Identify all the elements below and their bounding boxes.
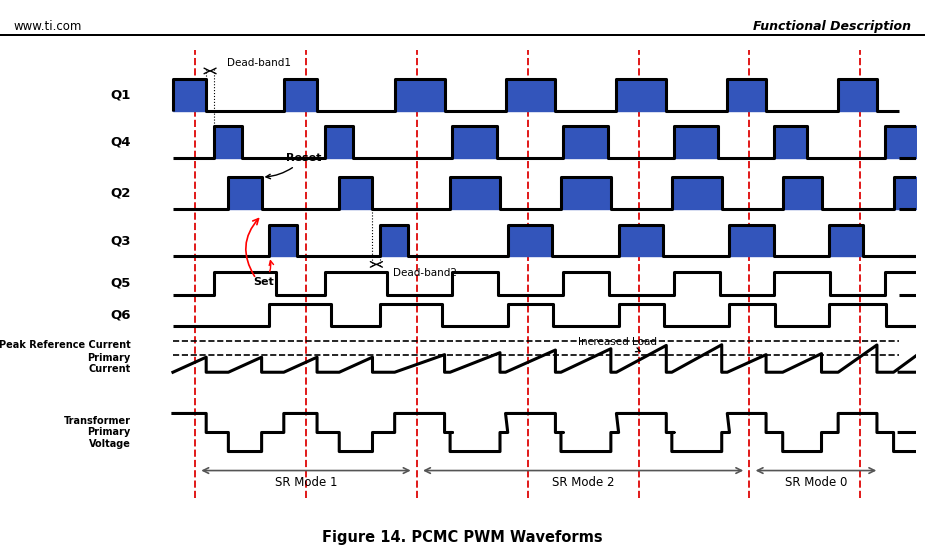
Text: www.ti.com: www.ti.com (14, 20, 82, 32)
Text: Increased Load: Increased Load (577, 337, 657, 352)
Text: SR Mode 2: SR Mode 2 (552, 476, 614, 489)
Text: Q4: Q4 (110, 136, 130, 149)
Text: Transformer
Primary
Voltage: Transformer Primary Voltage (64, 416, 130, 449)
Text: Primary
Current: Primary Current (88, 353, 130, 374)
Text: Reset: Reset (266, 153, 321, 179)
Text: SR Mode 1: SR Mode 1 (275, 476, 338, 489)
Text: Q6: Q6 (110, 309, 130, 321)
Text: Dead-band1: Dead-band1 (227, 58, 290, 68)
Text: Peak Reference Current: Peak Reference Current (0, 340, 130, 350)
Text: Q5: Q5 (110, 277, 130, 290)
Text: SR Mode 0: SR Mode 0 (784, 476, 847, 489)
Text: Set: Set (253, 260, 274, 287)
Text: Q3: Q3 (110, 234, 130, 247)
Text: Figure 14. PCMC PWM Waveforms: Figure 14. PCMC PWM Waveforms (322, 530, 603, 545)
Text: Functional Description: Functional Description (753, 20, 911, 32)
Text: Q1: Q1 (110, 88, 130, 101)
Text: Q2: Q2 (110, 187, 130, 200)
Text: Dead-band2: Dead-band2 (393, 268, 457, 278)
